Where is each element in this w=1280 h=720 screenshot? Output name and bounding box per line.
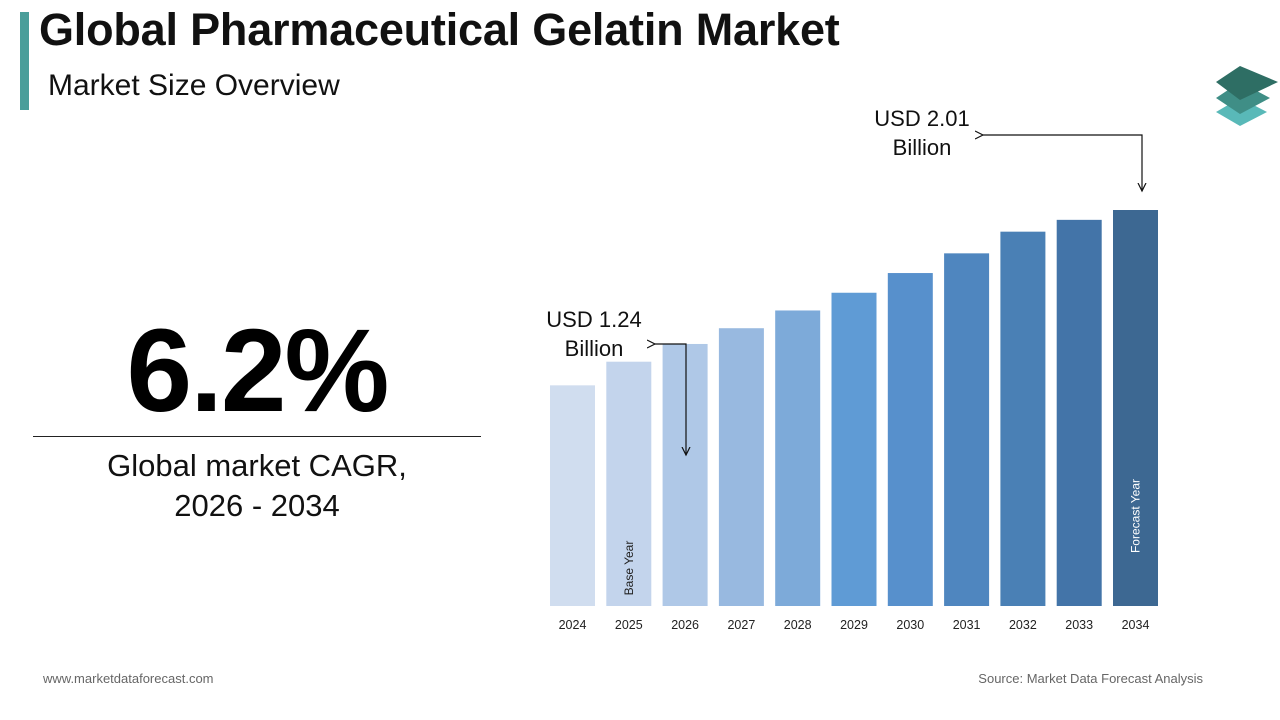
- bar-label-2034: Forecast Year: [1129, 479, 1143, 553]
- bar-2025: [606, 361, 652, 606]
- bar-2030: [887, 273, 933, 606]
- callout-end-arrow: [983, 135, 1142, 191]
- x-tick-label-2032: 2032: [1009, 618, 1037, 632]
- x-tick-label-2034: 2034: [1122, 618, 1150, 632]
- x-tick-label-2025: 2025: [615, 618, 643, 632]
- callout-end-line2: Billion: [892, 135, 952, 160]
- bar-2027: [718, 328, 764, 606]
- footer-source: Source: Market Data Forecast Analysis: [978, 671, 1203, 686]
- bar-2034: [1113, 210, 1158, 606]
- title-accent-bar: [20, 12, 29, 110]
- x-tick-label-2028: 2028: [784, 618, 812, 632]
- bar-2026: [662, 343, 708, 606]
- x-tick-label-2027: 2027: [727, 618, 755, 632]
- bar-label-2025: Base Year: [622, 541, 636, 596]
- page-title: Global Pharmaceutical Gelatin Market: [39, 4, 840, 55]
- x-tick-label-2029: 2029: [840, 618, 868, 632]
- x-tick-label-2031: 2031: [953, 618, 981, 632]
- callout-end-value: USD 2.01 Billion: [862, 104, 982, 162]
- x-tick-label-2030: 2030: [896, 618, 924, 632]
- cagr-label: Global market CAGR, 2026 - 2034: [33, 446, 481, 526]
- x-tick-label-2033: 2033: [1065, 618, 1093, 632]
- bar-2032: [1000, 231, 1046, 607]
- bar-2029: [831, 292, 877, 606]
- callout-start-line2: Billion: [564, 336, 624, 361]
- callout-end-line1: USD 2.01: [874, 106, 970, 131]
- footer-website: www.marketdataforecast.com: [43, 671, 214, 686]
- x-tick-label-2026: 2026: [671, 618, 699, 632]
- cagr-label-line1: Global market CAGR,: [107, 448, 407, 483]
- bar-2033: [1056, 219, 1102, 606]
- cagr-value: 6.2%: [126, 305, 390, 437]
- page-subtitle: Market Size Overview: [48, 69, 340, 102]
- cagr-label-line2: 2026 - 2034: [174, 488, 340, 523]
- callout-start-value: USD 1.24 Billion: [534, 305, 654, 363]
- bar-2028: [775, 310, 821, 606]
- callout-start-arrow: [655, 344, 686, 455]
- cagr-divider: [33, 436, 481, 437]
- bar-2024: [550, 385, 595, 606]
- bar-2031: [944, 253, 990, 607]
- callout-start-line1: USD 1.24: [546, 307, 642, 332]
- x-tick-label-2024: 2024: [559, 618, 587, 632]
- stacked-layers-icon: [1216, 66, 1278, 126]
